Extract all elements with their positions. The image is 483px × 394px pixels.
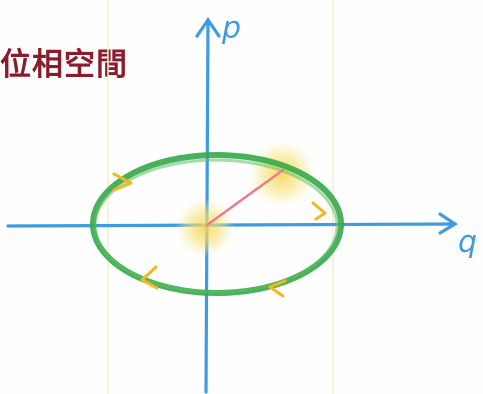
direction-arrow-icon bbox=[311, 201, 327, 221]
p-axis-label: p bbox=[221, 11, 241, 46]
radius-line bbox=[205, 168, 285, 227]
direction-arrow-icon bbox=[268, 279, 287, 298]
origin-glow bbox=[175, 198, 235, 258]
direction-arrow-icon bbox=[140, 265, 159, 290]
p-axis-arrowhead bbox=[195, 17, 221, 38]
direction-arrow-icon bbox=[112, 172, 133, 192]
q-axis-label: q bbox=[458, 225, 477, 260]
q-axis-arrowhead bbox=[438, 212, 458, 235]
phase-point-glow bbox=[248, 140, 316, 208]
phase-orbit-sketch-stroke bbox=[93, 158, 339, 294]
page-title: 位相空間 bbox=[0, 47, 128, 83]
